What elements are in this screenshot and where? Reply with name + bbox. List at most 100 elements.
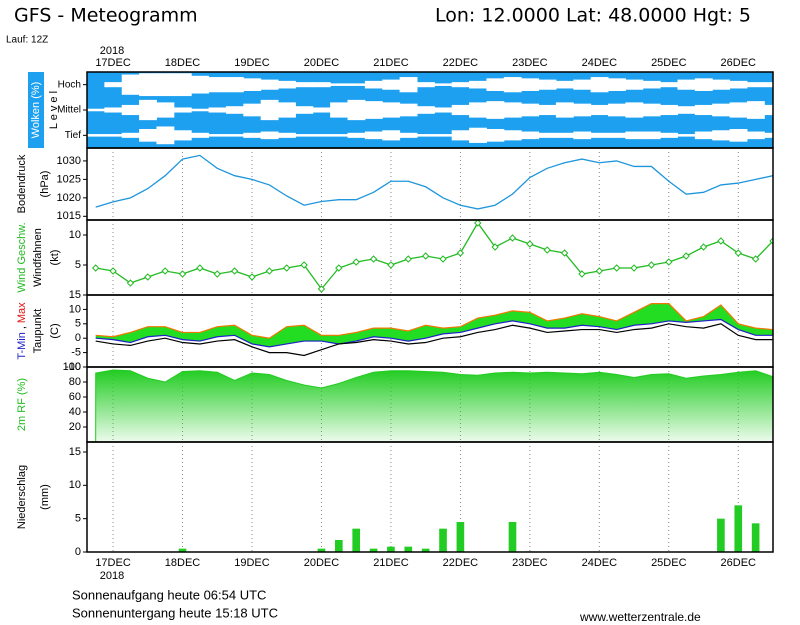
marker bbox=[647, 261, 656, 269]
title: GFS - Meteogramm bbox=[14, 5, 198, 27]
x-tick-label-top: 18DEC bbox=[165, 57, 201, 69]
x-tick-label-bottom: 26DEC bbox=[721, 557, 757, 569]
cloud-cell bbox=[555, 132, 574, 138]
cloud-cell bbox=[677, 79, 696, 90]
cloud-cell bbox=[312, 82, 331, 88]
y-axis-label-part: , bbox=[16, 326, 28, 329]
cloud-cell bbox=[295, 82, 314, 88]
cloud-cell bbox=[729, 129, 748, 142]
marker bbox=[682, 252, 690, 260]
cloud-cell bbox=[434, 134, 453, 137]
marker bbox=[734, 249, 742, 257]
cloud-cell bbox=[434, 83, 453, 86]
cloud-cell bbox=[156, 126, 175, 145]
cloud-cell bbox=[712, 79, 731, 90]
bar bbox=[335, 540, 343, 552]
cloud-cell bbox=[191, 75, 210, 94]
cloud-cell bbox=[625, 131, 644, 140]
y-axis-label: Bodendruck bbox=[16, 154, 28, 213]
cloud-cell bbox=[243, 78, 262, 91]
sunrise: Sonnenaufgang heute 06:54 UTC bbox=[72, 587, 266, 602]
marker bbox=[213, 270, 221, 278]
cloud-cell bbox=[416, 106, 435, 114]
cloud-cell bbox=[538, 104, 557, 116]
area bbox=[95, 369, 773, 442]
bar bbox=[421, 548, 430, 552]
panel-frame bbox=[86, 147, 774, 221]
y-tick-label: 10 bbox=[69, 229, 81, 241]
marker bbox=[109, 267, 117, 275]
cloud-cell bbox=[608, 103, 626, 117]
cloud-cell bbox=[538, 132, 557, 138]
marker bbox=[265, 267, 274, 275]
marker bbox=[387, 261, 395, 269]
cloud-cell bbox=[764, 132, 773, 138]
cloud-cell bbox=[330, 83, 349, 86]
y-axis-label-part: (hPa) bbox=[39, 171, 51, 198]
cloud-cell bbox=[590, 132, 609, 138]
y-tick-label: 5 bbox=[75, 259, 81, 271]
y-axis-label: (C) bbox=[49, 323, 61, 338]
y-axis-label-part: Windfahnen bbox=[32, 228, 44, 287]
cloud-cell bbox=[712, 103, 731, 117]
cloud-cell bbox=[451, 104, 470, 116]
cloud-cell bbox=[469, 102, 487, 118]
marker bbox=[699, 243, 708, 251]
x-tick-label-bottom: 19DEC bbox=[234, 557, 270, 569]
cloud-cell bbox=[104, 107, 123, 113]
year-bottom: 2018 bbox=[100, 570, 124, 582]
cloud-cell bbox=[764, 82, 773, 88]
line bbox=[95, 221, 773, 291]
y-tick-label: 1025 bbox=[57, 173, 81, 185]
y-tick-label: 15 bbox=[69, 446, 81, 458]
cloud-cell bbox=[660, 82, 678, 88]
y-tick-label: 1020 bbox=[57, 192, 81, 204]
y-axis-label-part: Wolken (%) bbox=[30, 82, 42, 139]
panel bbox=[87, 72, 773, 148]
cloud-cell bbox=[364, 131, 383, 140]
marker bbox=[665, 258, 673, 266]
cloud-cell bbox=[173, 107, 192, 113]
cloud-cell bbox=[347, 83, 366, 86]
y-axis-label: Taupunkt bbox=[32, 309, 44, 354]
cloud-cell bbox=[156, 102, 175, 118]
y-tick-label: 0 bbox=[75, 546, 81, 558]
cloud-cell bbox=[486, 129, 505, 142]
cloud-cell bbox=[608, 132, 626, 138]
y-axis-label: T-Min, Max bbox=[16, 302, 28, 360]
cloud-cell bbox=[746, 101, 765, 119]
y-axis-label: (mm) bbox=[39, 484, 51, 510]
panel-frame bbox=[86, 219, 774, 296]
level-label: Tief bbox=[65, 130, 82, 141]
marker bbox=[91, 264, 100, 272]
marker bbox=[161, 267, 169, 275]
marker bbox=[352, 258, 360, 266]
cloud-cell bbox=[243, 103, 262, 117]
cloud-cell bbox=[225, 77, 244, 93]
bar bbox=[439, 528, 447, 552]
marker bbox=[456, 249, 465, 257]
y-axis-label-part: Bodendruck bbox=[16, 154, 28, 213]
cloud-cell bbox=[139, 99, 157, 121]
cloud-cell bbox=[191, 108, 210, 112]
cloud-cell bbox=[87, 108, 105, 112]
level-label: Hoch bbox=[58, 79, 81, 90]
marker bbox=[543, 246, 551, 254]
x-tick-label-bottom: 23DEC bbox=[512, 557, 548, 569]
cloud-cell bbox=[382, 130, 401, 141]
x-tick-label-top: 21DEC bbox=[373, 57, 409, 69]
cloud-cell bbox=[104, 134, 123, 137]
marker bbox=[369, 255, 378, 263]
cloud-cell bbox=[590, 104, 609, 116]
cloud-cell bbox=[156, 73, 175, 97]
cloud-cell bbox=[139, 129, 157, 142]
cloud-cell bbox=[573, 131, 592, 140]
cloud-cell bbox=[694, 131, 713, 140]
x-tick-label-bottom: 17DEC bbox=[95, 557, 131, 569]
cloud-cell bbox=[729, 80, 748, 89]
bar bbox=[352, 528, 361, 552]
cloud-cell bbox=[295, 106, 314, 114]
marker bbox=[144, 273, 152, 281]
cloud-cell bbox=[208, 107, 227, 113]
marker bbox=[317, 285, 326, 293]
